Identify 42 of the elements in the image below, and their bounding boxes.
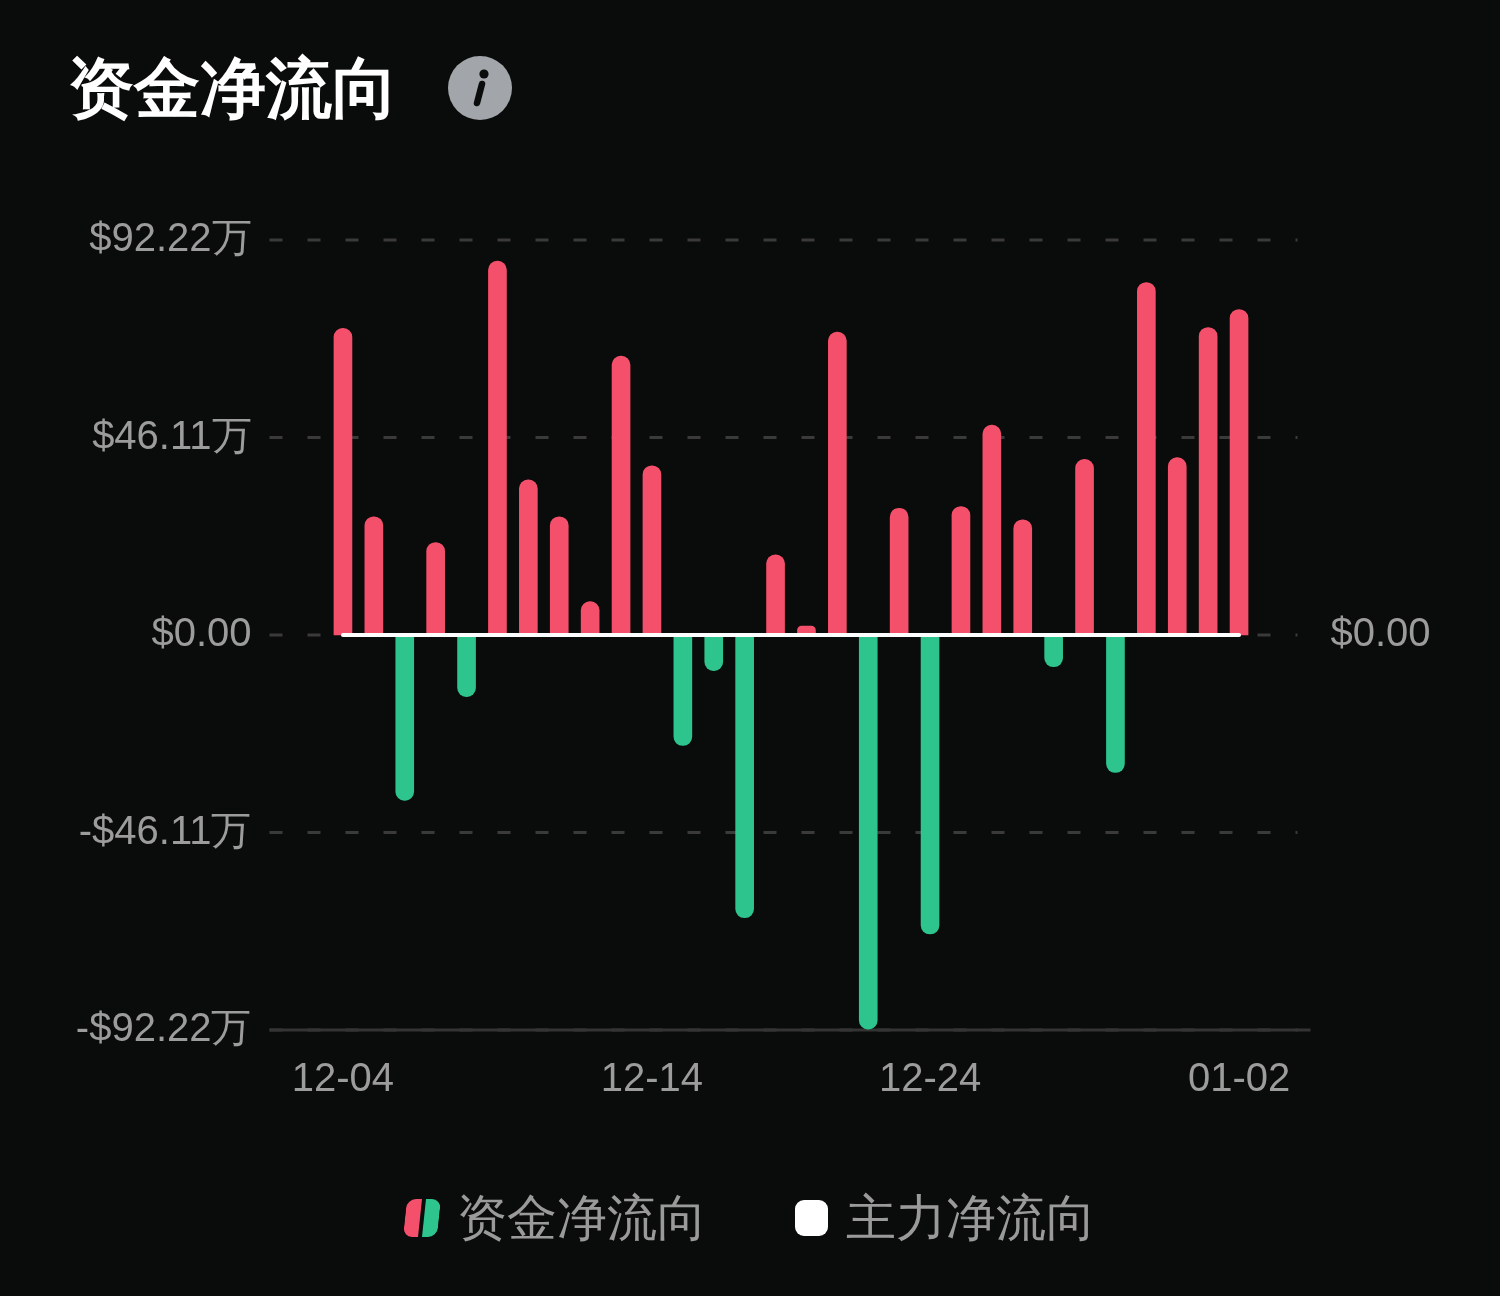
- y-tick-label: $92.22万: [89, 215, 252, 260]
- legend-label: 主力净流向: [845, 1189, 1096, 1248]
- y-tick-label: $0.00: [151, 610, 252, 655]
- bar: [395, 634, 415, 801]
- bar: [951, 506, 971, 636]
- bar: [580, 601, 600, 636]
- bar: [1106, 634, 1125, 773]
- bar: [611, 355, 631, 636]
- bar: [982, 424, 1002, 636]
- bar: [364, 516, 384, 636]
- bar: [1167, 457, 1187, 636]
- bar: [735, 634, 754, 919]
- bar: [426, 542, 445, 636]
- bar: [889, 507, 909, 636]
- bar: [920, 634, 940, 935]
- bar: [704, 634, 724, 671]
- bar: [766, 554, 785, 636]
- legend-label: 资金净流向: [456, 1189, 707, 1248]
- bar: [488, 260, 507, 636]
- x-tick-label: 12-24: [878, 1055, 982, 1100]
- text: $0.00: [1330, 610, 1431, 655]
- y-tick-label: -$92.22万: [75, 1005, 252, 1050]
- bar: [1075, 459, 1094, 636]
- y-tick-label: $46.11万: [92, 412, 252, 457]
- bar: [828, 331, 847, 636]
- bar: [333, 327, 353, 636]
- bar: [1229, 309, 1249, 636]
- bar: [519, 479, 538, 636]
- bar: [858, 634, 878, 1030]
- bar: [673, 634, 693, 746]
- y-tick-label: -$46.11万: [78, 807, 252, 852]
- bar: [457, 634, 476, 698]
- chart-title: 资金净流向: [68, 51, 398, 125]
- x-tick-label: 01-02: [1187, 1055, 1291, 1100]
- x-tick-label: 12-14: [600, 1055, 704, 1100]
- x-tick-label: 12-04: [291, 1055, 395, 1100]
- bar: [642, 465, 662, 636]
- bar: [1013, 519, 1033, 636]
- bar: [1044, 634, 1063, 668]
- bar: [1198, 327, 1218, 636]
- bar: [1137, 282, 1156, 636]
- bar: [549, 516, 569, 636]
